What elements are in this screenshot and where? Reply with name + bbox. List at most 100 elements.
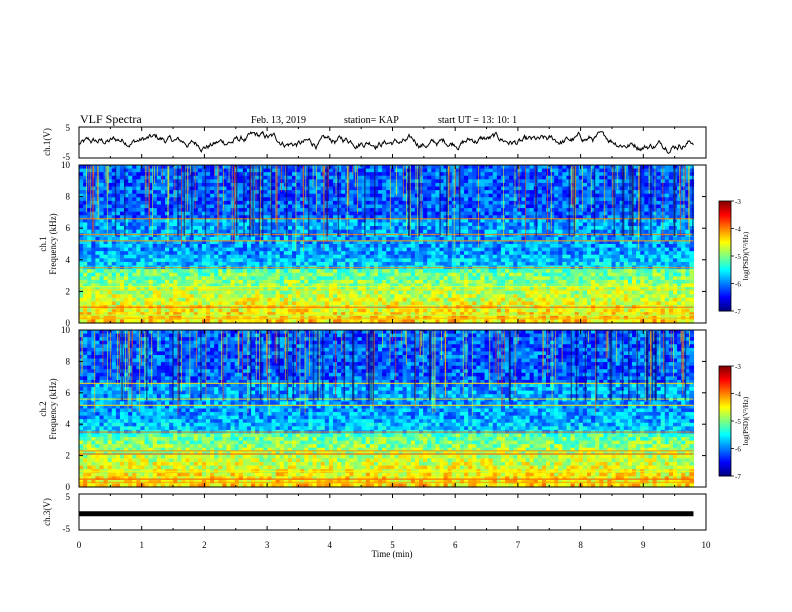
spectrogram-cell	[599, 276, 604, 281]
spectrogram-cell	[328, 218, 334, 224]
spectrogram-cell	[279, 182, 285, 188]
spectrogram-cell	[656, 179, 662, 184]
spectrogram-cell	[435, 204, 441, 209]
spectrogram-cell	[570, 222, 576, 227]
spectrogram-cell	[550, 236, 555, 242]
spectrogram-cell	[95, 226, 101, 231]
spectrogram-cell	[107, 272, 113, 277]
spectrogram-cell	[111, 168, 117, 173]
spectrogram-cell	[464, 261, 469, 267]
spectrogram-cell	[259, 204, 264, 209]
spectrogram-cell	[193, 226, 199, 231]
spectrogram-cell	[144, 251, 150, 256]
spectrogram-cell	[423, 272, 428, 277]
spectrogram-cell	[484, 269, 490, 274]
spectrogram-cell	[296, 233, 301, 238]
spectrogram-cell	[205, 244, 211, 249]
spectrogram-cell	[492, 165, 498, 170]
spectrogram-cell	[603, 261, 609, 267]
spectrogram-cell	[390, 172, 396, 177]
spectrogram-cell	[562, 204, 568, 209]
spectrogram-cell	[582, 175, 588, 180]
spectrogram-cell	[255, 208, 260, 213]
spectrogram-cell	[87, 208, 92, 213]
spectrogram-cell	[296, 215, 301, 220]
spectrogram-cell	[431, 240, 436, 245]
spectrogram-cell	[525, 182, 531, 188]
spectrogram-cell	[382, 226, 387, 231]
spectrogram-cell	[87, 218, 92, 224]
spectrogram-cell	[148, 197, 154, 202]
spectrogram-cell	[644, 172, 649, 177]
spectrogram-cell	[119, 179, 125, 184]
spectrogram-cell	[160, 261, 166, 267]
spectrogram-cell	[144, 200, 150, 206]
spectrogram-cell	[304, 168, 309, 173]
spectrogram-cell	[410, 208, 416, 213]
spectrogram-cell	[357, 179, 363, 184]
spectrogram-cell	[586, 229, 592, 234]
spectrogram-cell	[349, 200, 355, 206]
spectrogram-cell	[292, 229, 297, 234]
spectrogram-cell	[275, 244, 281, 249]
spectrogram-cell	[132, 190, 137, 195]
spectrogram-cell	[537, 276, 543, 281]
spectrogram-cell	[365, 186, 371, 191]
spectrogram-cell	[316, 222, 322, 227]
spectrogram-cell	[337, 208, 342, 213]
spectrogram-cell	[513, 186, 518, 191]
spectrogram-cell	[431, 236, 436, 242]
spectrogram-cell	[472, 247, 477, 252]
spectrogram-cell	[144, 226, 150, 231]
spectrogram-cell	[165, 165, 170, 170]
spectrogram-cell	[627, 240, 633, 245]
spectrogram-cell	[361, 175, 367, 180]
spectrogram-cell	[656, 279, 662, 285]
spectrogram-cell	[341, 208, 346, 213]
spectrogram-cell	[558, 269, 563, 274]
spectrogram-cell	[275, 218, 281, 224]
spectrogram-cell	[632, 204, 637, 209]
spectrogram-cell	[312, 175, 318, 180]
spectrogram-cell	[558, 215, 563, 220]
spectrogram-cell	[689, 165, 695, 170]
spectrogram-cell	[296, 279, 301, 285]
spectrogram-cell	[402, 190, 408, 195]
spectrogram-cell	[169, 175, 174, 180]
spectrogram-cell	[328, 240, 334, 245]
spectrogram-cell	[414, 218, 420, 224]
spectrogram-cell	[279, 208, 285, 213]
spectrogram-cell	[570, 233, 576, 238]
spectrogram-cell	[353, 236, 359, 242]
ch1-waveform-ylabel: ch.1(V)	[42, 128, 52, 156]
spectrogram-cell	[279, 258, 285, 263]
spectrogram-cell	[509, 215, 514, 220]
spectrogram-cell	[529, 208, 535, 213]
spectrogram-cell	[193, 165, 199, 170]
spectrogram-cell	[373, 233, 379, 238]
spectrogram-cell	[517, 226, 523, 231]
spectrogram-cell	[316, 215, 322, 220]
spectrogram-cell	[488, 272, 494, 277]
spectrogram-cell	[447, 222, 453, 227]
spectrogram-cell	[402, 200, 408, 206]
spectrogram-cell	[337, 258, 342, 263]
spectrogram-cell	[267, 229, 273, 234]
spectrogram-cell	[357, 254, 363, 259]
spectrogram-cell	[509, 197, 514, 202]
spectrogram-cell	[279, 197, 285, 202]
spectrogram-cell	[664, 204, 670, 209]
spectrogram-cell	[361, 229, 367, 234]
spectrogram-cell	[341, 197, 346, 202]
spectrogram-cell	[603, 211, 609, 216]
spectrogram-cell	[79, 222, 84, 227]
spectrogram-cell	[210, 172, 215, 177]
spectrogram-cell	[525, 251, 531, 256]
spectrogram-cell	[95, 204, 101, 209]
spectrogram-cell	[119, 269, 125, 274]
spectrogram-cell	[328, 197, 334, 202]
spectrogram-cell	[308, 226, 314, 231]
spectrogram-cell	[316, 269, 322, 274]
spectrogram-cell	[242, 168, 248, 173]
